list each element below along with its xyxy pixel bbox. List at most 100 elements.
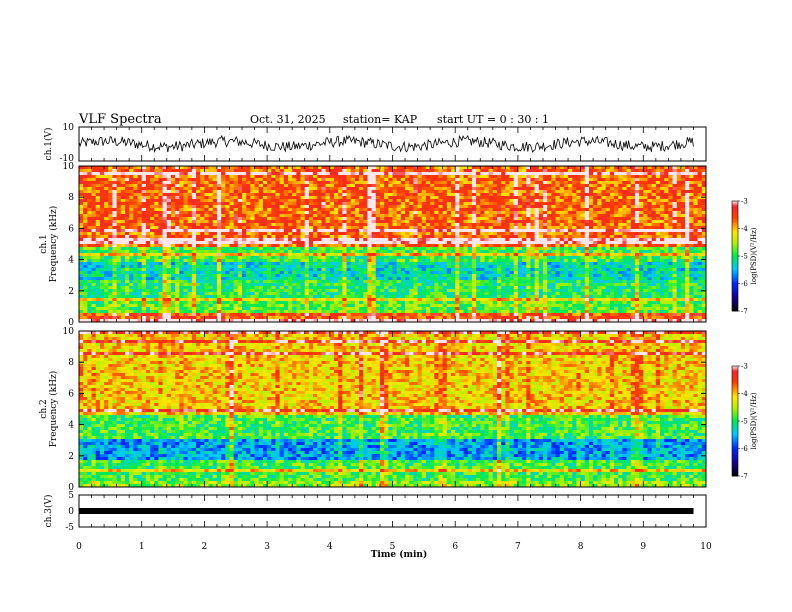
ch1-spectrogram-cell [108, 259, 113, 263]
ch1-spectrogram-cell [258, 208, 264, 212]
ch1-spectrogram-cell [643, 238, 648, 242]
ch1-spectrogram-cell [651, 238, 657, 242]
ch1-spectrogram-cell [321, 166, 326, 170]
ch1-spectrogram-cell [221, 181, 226, 185]
ch1-spectrogram-cell [509, 169, 515, 173]
ch1-spectrogram-cell [588, 256, 594, 260]
ch1-spectrogram-cell [338, 217, 343, 221]
ch1-spectrogram-cell [300, 223, 306, 227]
ch1-spectrogram-cell [534, 205, 540, 209]
ch1-spectrogram-cell [455, 259, 460, 263]
ch1-spectrogram-cell [275, 244, 280, 248]
ch1-spectrogram-cell [655, 250, 661, 254]
ch1-spectrogram-cell [430, 214, 435, 218]
ch1-spectrogram-cell [396, 202, 402, 206]
ch1-spectrogram-cell [438, 238, 443, 242]
ch1-spectrogram-cell [618, 187, 623, 191]
ch1-spectrogram-cell [221, 259, 226, 263]
ch1-spectrogram-cell [392, 205, 397, 209]
ch1-spectrogram-cell [162, 247, 168, 251]
ch1-spectrogram-cell [630, 181, 636, 185]
ch1-spectrogram-cell [333, 217, 339, 221]
ch1-spectrogram-cell [187, 235, 193, 239]
ch1-spectrogram-cell [99, 187, 105, 191]
ch1-spectrogram-cell [655, 223, 661, 227]
ch1-spectrogram-cell [572, 220, 577, 224]
ch1-spectrogram-cell [87, 193, 92, 197]
ch1-spectrogram-cell [141, 226, 147, 230]
ch1-spectrogram-cell [672, 187, 678, 191]
ch1-spectrogram-cell [325, 247, 331, 251]
ch1-spectrogram-cell [212, 259, 218, 263]
ch1-spectrogram-cell [488, 196, 494, 200]
ch1-spectrogram-cell [183, 241, 188, 245]
ch1-spectrogram-cell [116, 196, 122, 200]
ch1-spectrogram-cell [116, 211, 122, 215]
ch1-spectrogram-cell [363, 238, 368, 242]
ch1-spectrogram-cell [162, 172, 168, 176]
ch1-spectrogram-cell [191, 253, 197, 257]
ch1-spectrogram-cell [342, 217, 347, 221]
ch1-spectrogram-cell [208, 217, 214, 221]
ch1-spectrogram-cell [221, 217, 226, 221]
ch1-spectrogram-cell [367, 223, 372, 227]
ch1-spectrogram-cell [451, 238, 456, 242]
ch1-spectrogram-cell [647, 241, 652, 245]
ch1-spectrogram-cell [451, 259, 456, 263]
ch1-spectrogram-cell [576, 235, 581, 239]
ch1-spectrogram-cell [179, 181, 184, 185]
ch1-spectrogram-cell [547, 166, 552, 170]
ch1-spectrogram-cell [572, 181, 577, 185]
ch1-spectrogram-cell [551, 226, 556, 230]
ch1-spectrogram-cell [271, 196, 276, 200]
ch1-spectrogram-cell [463, 250, 469, 254]
ch1-spectrogram-cell [522, 199, 527, 203]
ch1-spectrogram-cell [689, 193, 694, 197]
ch1-spectrogram-cell [689, 250, 694, 254]
ch1-spectrogram-cell [145, 208, 151, 212]
ch1-spectrogram-cell [371, 232, 377, 236]
ch1-spectrogram-cell [212, 184, 218, 188]
ch1-spectrogram-cell [95, 184, 101, 188]
ch1-spectrogram-cell [300, 199, 306, 203]
ch1-spectrogram-cell [417, 193, 423, 197]
ch1-spectrogram-cell [104, 187, 109, 191]
ch1-spectrogram-cell [430, 244, 435, 248]
ch1-spectrogram-cell [233, 214, 239, 218]
ch1-spectrogram-cell [371, 166, 377, 170]
ch1-spectrogram-cell [400, 238, 406, 242]
ch1-spectrogram-cell [79, 223, 84, 227]
ch1-spectrogram-cell [484, 181, 489, 185]
ch1-spectrogram-cell [254, 199, 260, 203]
ch1-spectrogram-cell [329, 187, 335, 191]
ch1-spectrogram-cell [651, 202, 657, 206]
ch1-spectrogram-cell [212, 181, 218, 185]
ch1-spectrogram-cell [563, 259, 569, 263]
ch1-spectrogram-cell [446, 187, 452, 191]
ch1-spectrogram-cell [133, 166, 138, 170]
ch1-spectrogram-cell [438, 253, 443, 257]
ch1-spectrogram-cell [321, 235, 326, 239]
ch1-spectrogram-cell [626, 232, 632, 236]
ch1-spectrogram-cell [288, 250, 293, 254]
ch1-spectrogram-cell [196, 241, 201, 245]
ch1-spectrogram-cell [313, 169, 318, 173]
ch1-spectrogram-cell [233, 253, 239, 257]
ch1-spectrogram-cell [246, 244, 251, 248]
ch1-spectrogram-cell [359, 169, 364, 173]
ch1-spectrogram-cell [170, 178, 176, 182]
ch1-spectrogram-cell [120, 211, 126, 215]
ch1-spectrogram-cell [137, 223, 142, 227]
ch1-spectrogram-cell [133, 250, 138, 254]
ch1-spectrogram-cell [417, 250, 423, 254]
ch1-spectrogram-cell [680, 232, 686, 236]
ch1-waveform-panel: 10 -10 ch.1(V) [43, 123, 707, 164]
ch1-spectrogram-cell [342, 226, 347, 230]
ch1-spectrogram-cell [576, 199, 581, 203]
ch1-spectrogram-cell [405, 238, 410, 242]
ch1-spectrogram-cell [275, 247, 280, 251]
ch1-spectrogram-cell [651, 223, 657, 227]
ch1-spectrogram-cell [480, 208, 485, 212]
ch1-spectrogram-cell [593, 211, 598, 215]
ch1-spectrogram-cell [668, 190, 673, 194]
